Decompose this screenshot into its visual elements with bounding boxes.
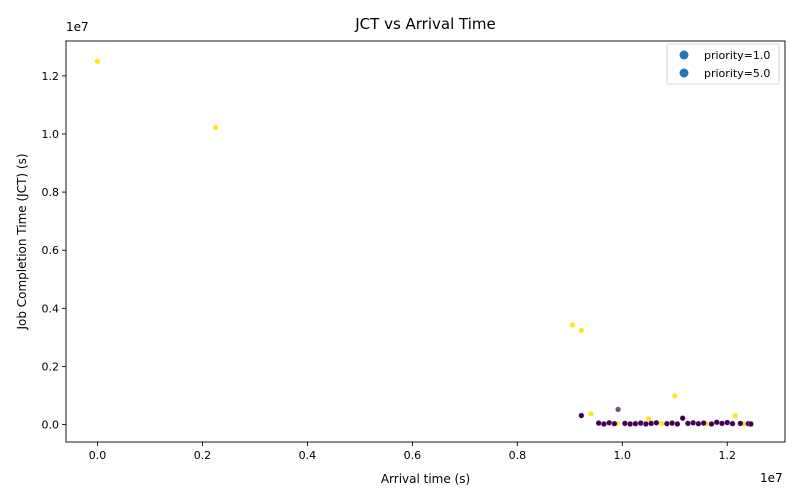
x-tick-label: 0.6: [404, 449, 422, 462]
data-point: [627, 421, 634, 427]
data-point: [713, 419, 720, 426]
x-tick-label: 0.0: [89, 449, 107, 462]
y-axis-label: Job Completion Time (JCT) (s): [15, 153, 29, 330]
data-point: [637, 420, 644, 427]
y-tick-label: 0.8: [42, 186, 60, 199]
data-point: [645, 415, 652, 422]
data-point: [569, 321, 576, 328]
y-tick-label: 1.2: [42, 70, 60, 83]
legend: priority=1.0 priority=5.0: [666, 43, 780, 85]
y-axis-offset: 1e7: [66, 20, 89, 34]
y-tick-label: 0.2: [42, 360, 60, 373]
x-tick-label: 0.4: [299, 449, 317, 462]
y-tick-label: 1.0: [42, 128, 60, 141]
x-tick-label: 1.0: [614, 449, 632, 462]
data-point: [669, 420, 676, 427]
data-point: [737, 420, 744, 427]
x-axis-offset: 1e7: [760, 471, 783, 485]
data-point: [578, 412, 585, 419]
y-ticks: 0.0 0.2 0.4 0.6 0.8 1.0 1.2: [42, 70, 66, 432]
y-tick-label: 0.0: [42, 419, 60, 432]
data-point: [615, 406, 622, 413]
data-point: [606, 419, 613, 426]
chart-title: JCT vs Arrival Time: [354, 15, 496, 33]
data-point: [747, 421, 754, 427]
data-point: [663, 420, 670, 427]
x-ticks: 0.0 0.2 0.4 0.6 0.8 1.0 1.2: [89, 442, 736, 462]
legend-box: [666, 43, 780, 85]
data-point: [578, 327, 585, 334]
legend-marker-priority-1: [679, 50, 689, 60]
x-tick-label: 0.2: [194, 449, 212, 462]
data-point: [679, 415, 686, 422]
data-point: [642, 421, 649, 427]
legend-marker-priority-5: [679, 68, 689, 78]
data-point: [732, 412, 739, 419]
data-point: [674, 421, 681, 427]
legend-label-priority-1: priority=1.0: [704, 49, 770, 62]
data-point: [621, 420, 628, 427]
data-point: [684, 420, 691, 427]
data-point: [695, 420, 702, 427]
data-point: [708, 421, 715, 427]
data-point: [600, 421, 607, 427]
x-axis-label: Arrival time (s): [381, 472, 470, 486]
y-tick-label: 0.4: [42, 302, 60, 315]
data-point: [611, 420, 618, 427]
data-point: [700, 420, 707, 427]
data-point: [94, 58, 101, 65]
data-point: [595, 420, 602, 427]
data-point: [690, 419, 697, 426]
x-tick-label: 1.2: [719, 449, 737, 462]
data-point: [658, 420, 665, 427]
x-tick-label: 0.8: [509, 449, 527, 462]
legend-label-priority-5: priority=5.0: [704, 67, 770, 80]
data-point: [587, 410, 594, 417]
data-point: [653, 419, 660, 426]
data-point: [719, 420, 725, 427]
data-point: [212, 124, 219, 131]
points-layer: [94, 58, 754, 427]
y-tick-label: 0.6: [42, 244, 60, 257]
data-point: [632, 420, 639, 427]
plot-frame: [65, 40, 786, 443]
data-point: [729, 420, 736, 427]
data-point: [724, 419, 731, 426]
data-point: [648, 420, 655, 427]
data-point: [671, 392, 678, 399]
